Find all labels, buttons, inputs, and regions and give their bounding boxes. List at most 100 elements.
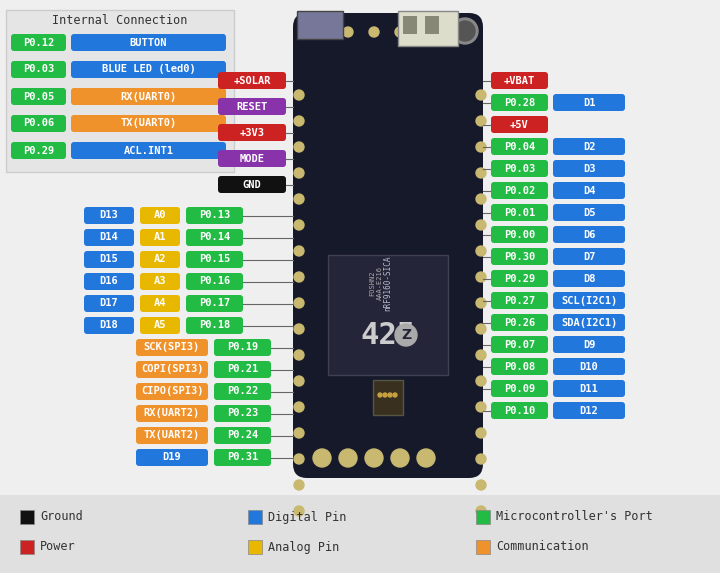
Text: +VBAT: +VBAT (504, 76, 535, 85)
FancyBboxPatch shape (84, 295, 134, 312)
Text: SDA(I2C1): SDA(I2C1) (561, 317, 617, 328)
FancyBboxPatch shape (186, 207, 243, 224)
FancyBboxPatch shape (553, 160, 625, 177)
FancyBboxPatch shape (553, 182, 625, 199)
Text: P0.22: P0.22 (227, 387, 258, 397)
Text: MODE: MODE (240, 154, 264, 163)
Text: P0.15: P0.15 (199, 254, 230, 265)
Circle shape (476, 480, 486, 490)
FancyBboxPatch shape (218, 124, 286, 141)
FancyBboxPatch shape (11, 34, 66, 51)
Text: P0.29: P0.29 (504, 273, 535, 284)
Text: D13: D13 (99, 210, 118, 221)
Text: P0.24: P0.24 (227, 430, 258, 441)
Circle shape (378, 393, 382, 397)
FancyBboxPatch shape (398, 11, 458, 46)
FancyBboxPatch shape (6, 10, 234, 172)
Text: P0.31: P0.31 (227, 453, 258, 462)
FancyBboxPatch shape (136, 339, 208, 356)
Text: SCL(I2C1): SCL(I2C1) (561, 296, 617, 305)
Text: P0.18: P0.18 (199, 320, 230, 331)
FancyBboxPatch shape (553, 204, 625, 221)
Circle shape (476, 298, 486, 308)
Text: D8: D8 (582, 273, 595, 284)
Circle shape (476, 324, 486, 334)
Text: P0.12: P0.12 (23, 37, 54, 48)
Text: Digital Pin: Digital Pin (268, 511, 346, 524)
FancyBboxPatch shape (491, 182, 548, 199)
Text: P0.03: P0.03 (504, 163, 535, 174)
FancyBboxPatch shape (186, 317, 243, 334)
Text: A1: A1 (154, 233, 166, 242)
Circle shape (452, 18, 478, 44)
FancyBboxPatch shape (491, 270, 548, 287)
FancyBboxPatch shape (71, 34, 226, 51)
Text: P0.09: P0.09 (504, 383, 535, 394)
FancyBboxPatch shape (218, 72, 286, 89)
Text: Z: Z (401, 328, 411, 342)
FancyBboxPatch shape (20, 510, 34, 524)
FancyBboxPatch shape (553, 270, 625, 287)
FancyBboxPatch shape (248, 510, 262, 524)
Text: +SOLAR: +SOLAR (233, 76, 271, 85)
Text: D7: D7 (582, 252, 595, 261)
FancyBboxPatch shape (186, 251, 243, 268)
FancyBboxPatch shape (553, 226, 625, 243)
Circle shape (393, 393, 397, 397)
FancyBboxPatch shape (491, 72, 548, 89)
FancyBboxPatch shape (11, 115, 66, 132)
Text: Power: Power (40, 540, 76, 554)
Circle shape (476, 350, 486, 360)
FancyBboxPatch shape (553, 402, 625, 419)
Circle shape (294, 298, 304, 308)
Circle shape (395, 27, 405, 37)
Circle shape (476, 454, 486, 464)
FancyBboxPatch shape (553, 314, 625, 331)
FancyBboxPatch shape (373, 380, 403, 415)
Text: D5: D5 (582, 207, 595, 218)
FancyBboxPatch shape (491, 380, 548, 397)
FancyBboxPatch shape (248, 540, 262, 554)
Text: Microcontroller's Port: Microcontroller's Port (496, 511, 653, 524)
FancyBboxPatch shape (186, 229, 243, 246)
FancyBboxPatch shape (476, 510, 490, 524)
FancyBboxPatch shape (553, 94, 625, 111)
Circle shape (365, 449, 383, 467)
Text: COPI(SPI3): COPI(SPI3) (140, 364, 203, 375)
FancyBboxPatch shape (328, 255, 448, 375)
Circle shape (294, 90, 304, 100)
Circle shape (476, 428, 486, 438)
Text: P0.28: P0.28 (504, 97, 535, 108)
Text: RX(UART2): RX(UART2) (144, 409, 200, 418)
Text: Communication: Communication (496, 540, 589, 554)
Text: D2: D2 (582, 142, 595, 151)
Circle shape (343, 27, 353, 37)
Circle shape (294, 324, 304, 334)
Text: P0.23: P0.23 (227, 409, 258, 418)
Text: BUTTON: BUTTON (130, 37, 167, 48)
Text: D6: D6 (582, 230, 595, 240)
Text: TX(UART2): TX(UART2) (144, 430, 200, 441)
FancyBboxPatch shape (140, 207, 180, 224)
Circle shape (294, 194, 304, 204)
Circle shape (476, 246, 486, 256)
Text: nRF9160-SICA: nRF9160-SICA (384, 255, 392, 311)
Text: P0.05: P0.05 (23, 92, 54, 101)
FancyBboxPatch shape (553, 138, 625, 155)
Text: A0: A0 (154, 210, 166, 221)
FancyBboxPatch shape (71, 88, 226, 105)
Circle shape (388, 393, 392, 397)
Text: P0.02: P0.02 (504, 186, 535, 195)
Circle shape (476, 90, 486, 100)
FancyBboxPatch shape (491, 204, 548, 221)
FancyBboxPatch shape (84, 317, 134, 334)
FancyBboxPatch shape (553, 336, 625, 353)
FancyBboxPatch shape (140, 317, 180, 334)
FancyBboxPatch shape (71, 61, 226, 78)
Text: D4: D4 (582, 186, 595, 195)
Circle shape (417, 449, 435, 467)
Circle shape (294, 246, 304, 256)
FancyBboxPatch shape (11, 142, 66, 159)
Text: D16: D16 (99, 277, 118, 286)
Circle shape (294, 350, 304, 360)
